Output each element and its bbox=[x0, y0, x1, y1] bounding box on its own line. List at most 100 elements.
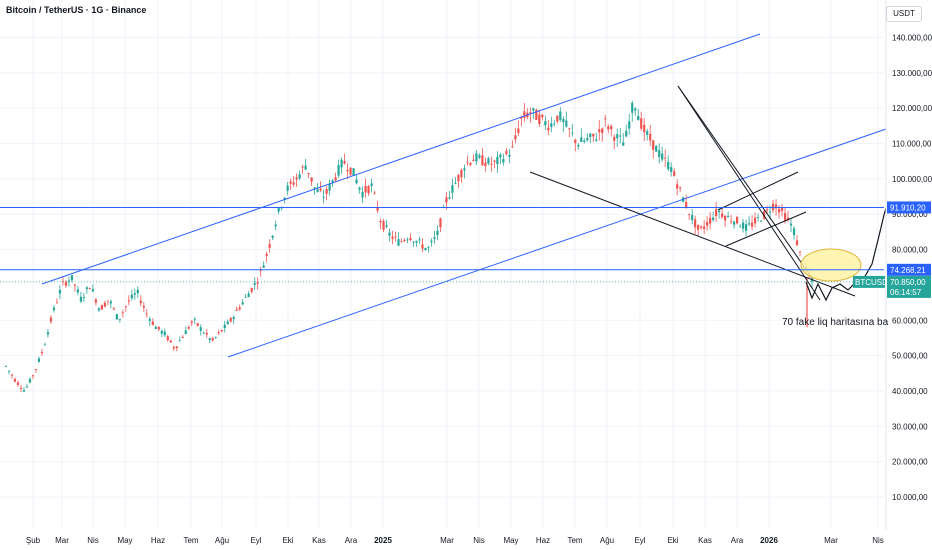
annotation-text[interactable]: 70 fake liq haritasına ba bbox=[782, 317, 889, 328]
candle bbox=[19, 384, 23, 393]
drawing-tools[interactable] bbox=[41, 33, 887, 358]
candle bbox=[646, 128, 649, 141]
candle bbox=[262, 261, 265, 269]
candle bbox=[373, 190, 376, 195]
candle bbox=[340, 157, 343, 174]
channel-lower-line[interactable] bbox=[227, 128, 887, 358]
projection-path[interactable] bbox=[805, 207, 887, 302]
candle bbox=[592, 133, 595, 143]
candle bbox=[277, 206, 280, 215]
price-tick-label: 50.000,00 bbox=[892, 352, 928, 361]
candle bbox=[517, 120, 520, 136]
time-tick-label: May bbox=[117, 536, 132, 545]
candle bbox=[82, 293, 86, 302]
time-tick-label: Ara bbox=[345, 536, 358, 545]
candle bbox=[208, 337, 211, 344]
currency-button[interactable]: USDT bbox=[886, 6, 922, 22]
candle bbox=[37, 356, 41, 363]
candle bbox=[472, 154, 475, 162]
candle bbox=[448, 190, 451, 200]
candle bbox=[478, 153, 481, 159]
candle bbox=[418, 236, 421, 244]
candle bbox=[409, 233, 412, 242]
candle bbox=[741, 218, 745, 233]
candle bbox=[313, 187, 316, 195]
candle bbox=[616, 128, 619, 148]
trendline-from-top-2[interactable] bbox=[677, 85, 813, 279]
time-axis[interactable]: Şub Mar Nis May Haz Tem Ağu Eyl Eki Kas Ara 2025 Mar… bbox=[26, 536, 884, 545]
candle bbox=[792, 225, 796, 240]
candle bbox=[562, 116, 565, 132]
candle bbox=[652, 139, 655, 159]
flag-upper-line[interactable] bbox=[717, 171, 799, 211]
candle bbox=[795, 235, 799, 246]
price-tick-label: 100.000,00 bbox=[892, 175, 932, 184]
candle bbox=[394, 231, 397, 242]
level-tag-label: 74.268,21 bbox=[890, 266, 926, 275]
candle bbox=[706, 216, 709, 231]
candle bbox=[301, 164, 304, 174]
candle bbox=[466, 155, 469, 166]
candle bbox=[493, 159, 496, 169]
candle bbox=[580, 128, 583, 143]
channel-upper-line[interactable] bbox=[41, 33, 761, 285]
price-tick-label: 120.000,00 bbox=[892, 104, 932, 113]
price-tick-label: 40.000,00 bbox=[892, 387, 928, 396]
price-tick-label: 30.000,00 bbox=[892, 422, 928, 431]
candle bbox=[166, 334, 169, 342]
candle bbox=[568, 127, 571, 138]
candle bbox=[655, 144, 658, 152]
candle bbox=[307, 172, 310, 179]
candle bbox=[430, 238, 433, 247]
price-axis[interactable]: 140.000,00 130.000,00 120.000,00 110.000,00… bbox=[885, 0, 932, 530]
candle bbox=[469, 162, 472, 167]
candle bbox=[565, 111, 568, 128]
candle bbox=[325, 185, 328, 201]
symbol-tag-label: BTCUSDT bbox=[855, 278, 893, 287]
candle bbox=[229, 316, 232, 323]
trendline-from-top[interactable] bbox=[677, 85, 821, 301]
trendline-descending[interactable] bbox=[529, 171, 856, 297]
candle bbox=[151, 318, 154, 326]
candle bbox=[637, 109, 640, 121]
candle bbox=[601, 127, 604, 142]
flag-lower-line[interactable] bbox=[725, 211, 807, 247]
time-tick-label: Nis bbox=[87, 536, 99, 545]
candle bbox=[322, 189, 325, 204]
candle bbox=[175, 346, 178, 352]
symbol-title[interactable]: Bitcoin / TetherUS · 1G · Binance bbox=[6, 5, 147, 15]
candle bbox=[271, 234, 274, 241]
candle bbox=[169, 340, 172, 343]
last-price-label: 70.850,00 bbox=[890, 278, 926, 287]
candle bbox=[292, 175, 295, 187]
candle bbox=[253, 277, 256, 291]
candle bbox=[685, 194, 688, 209]
candle bbox=[505, 148, 508, 156]
candle bbox=[541, 113, 544, 121]
candle bbox=[157, 326, 160, 332]
candle bbox=[490, 156, 493, 172]
time-tick-label: Haz bbox=[151, 536, 165, 545]
candle bbox=[595, 132, 598, 142]
time-tick-label: Ara bbox=[731, 536, 744, 545]
candle bbox=[145, 308, 148, 318]
candle bbox=[421, 238, 424, 253]
candle bbox=[679, 186, 682, 193]
candle bbox=[214, 336, 217, 339]
candle bbox=[634, 106, 637, 116]
candle bbox=[598, 120, 601, 141]
candle bbox=[691, 208, 694, 225]
candle bbox=[328, 179, 331, 196]
candle bbox=[586, 133, 589, 142]
candle bbox=[559, 107, 562, 122]
candle bbox=[631, 100, 634, 122]
horizontal-levels[interactable] bbox=[0, 206, 884, 283]
candle bbox=[439, 217, 442, 233]
price-tick-label: 10.000,00 bbox=[892, 493, 928, 502]
candle bbox=[721, 206, 724, 219]
candle bbox=[370, 178, 373, 193]
candle bbox=[130, 289, 133, 301]
liquidity-zone-ellipse[interactable] bbox=[800, 248, 862, 282]
candle bbox=[481, 147, 484, 166]
